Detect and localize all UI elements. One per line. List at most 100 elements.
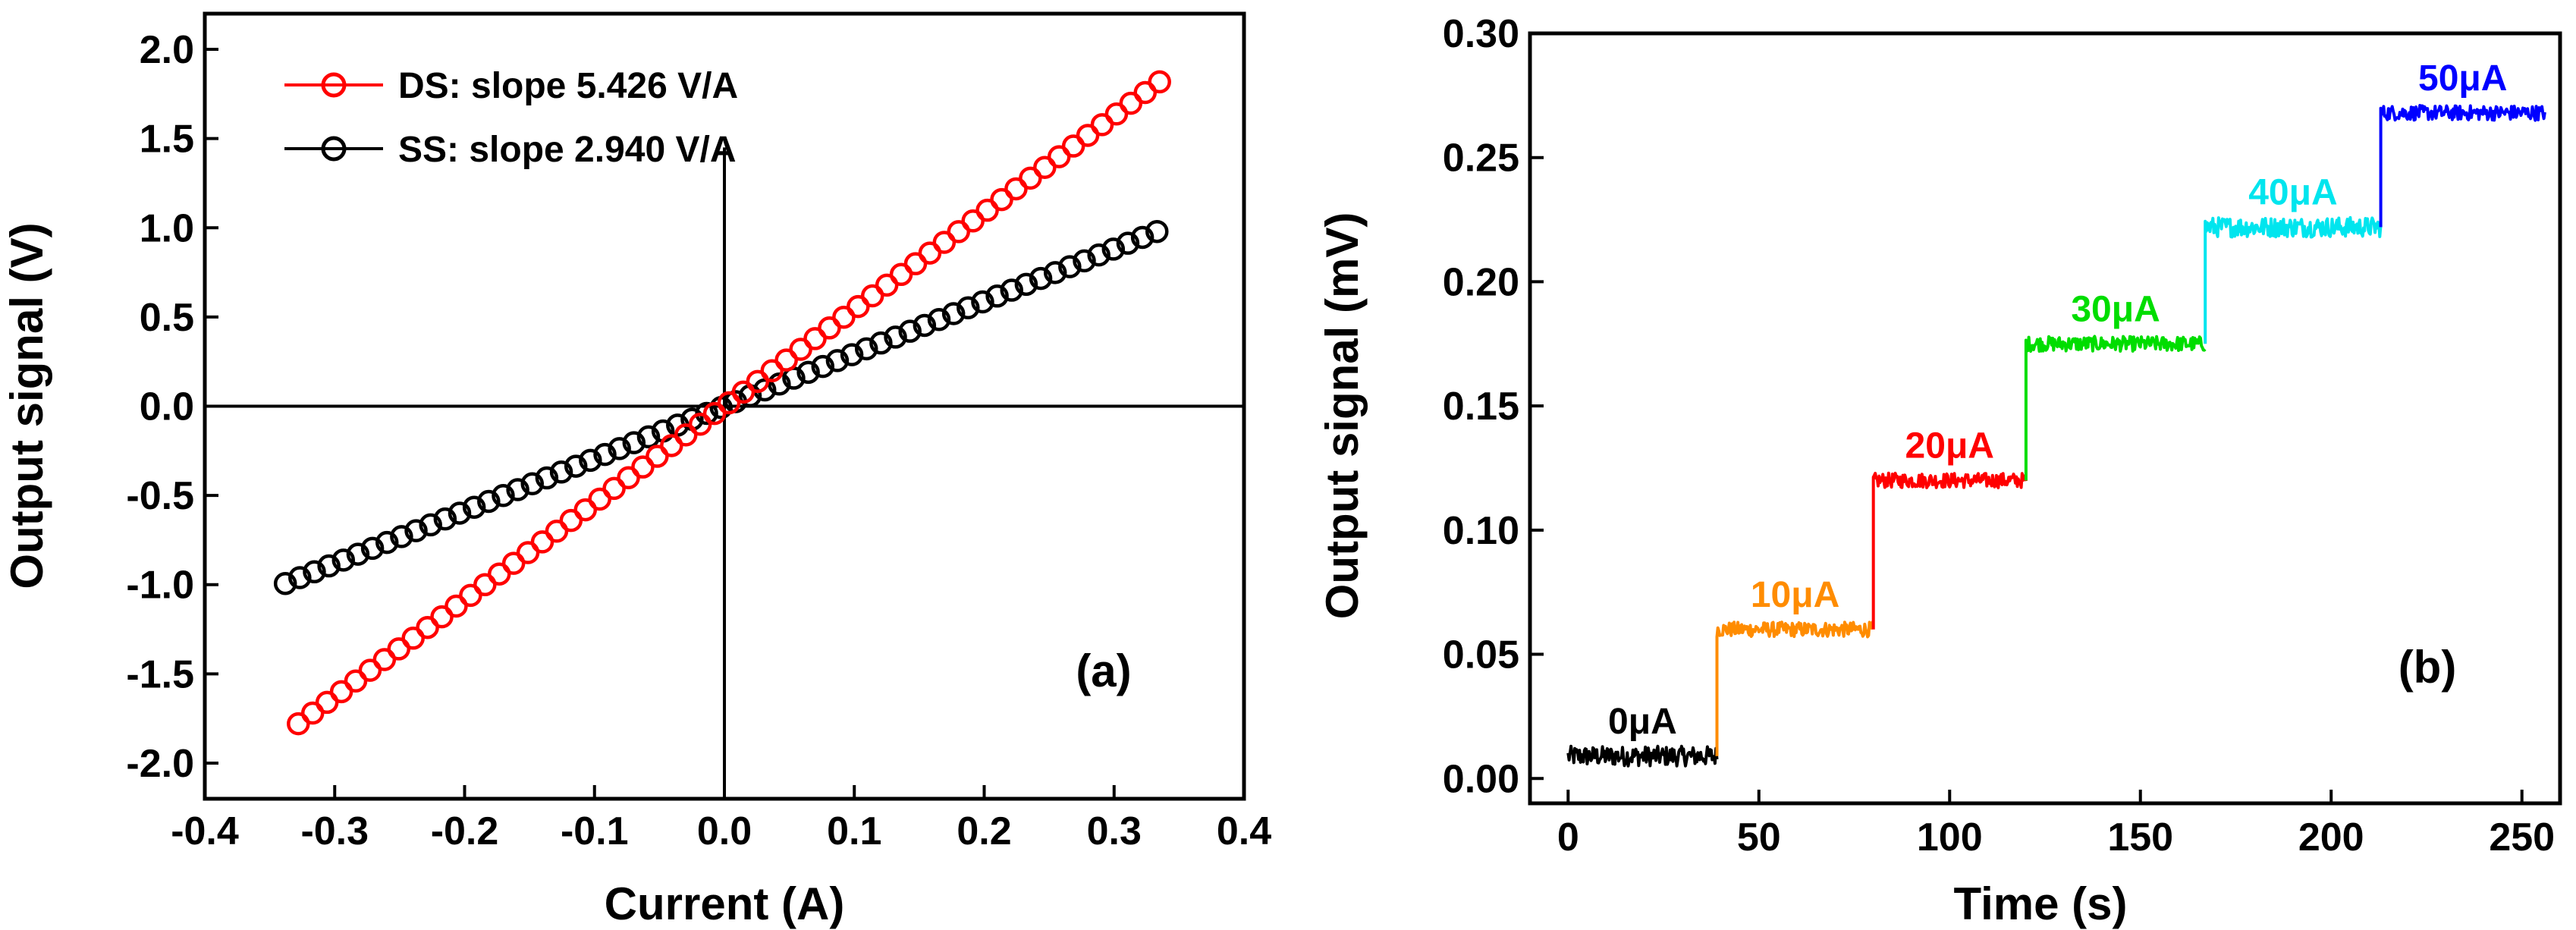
panel-a-legend: DS: slope 5.426 V/A SS: slope 2.940 V/A: [284, 66, 738, 170]
data-point: [344, 669, 368, 693]
y-tick-label: 0.20: [1443, 260, 1519, 304]
data-point: [961, 209, 985, 233]
data-point: [622, 431, 646, 454]
data-point: [674, 423, 698, 447]
data-point: [288, 566, 312, 589]
data-point: [564, 454, 588, 478]
x-tick-label: 0.2: [957, 809, 1011, 853]
data-point: [860, 284, 884, 308]
data-point: [811, 354, 835, 379]
data-point: [1029, 266, 1053, 291]
data-point: [957, 296, 980, 320]
data-point: [1076, 124, 1100, 147]
data-point: [760, 359, 784, 382]
data-point: [702, 401, 727, 426]
data-point: [1090, 113, 1114, 137]
data-point: [840, 343, 864, 366]
data-point: [768, 372, 791, 396]
x-tick-label: 150: [2107, 815, 2173, 859]
x-tick-label: 250: [2489, 815, 2555, 859]
data-point: [1014, 272, 1038, 297]
data-point: [636, 425, 661, 449]
data-point: [492, 483, 515, 507]
data-point: [372, 648, 397, 671]
data-point: [985, 284, 1009, 308]
data-point: [545, 520, 569, 543]
data-point: [617, 466, 640, 490]
data-point: [315, 690, 339, 715]
step-label: 50μA: [2418, 58, 2507, 99]
data-point: [273, 572, 297, 595]
y-tick-label: -1.5: [126, 652, 194, 696]
data-point: [869, 331, 893, 355]
data-point: [387, 637, 411, 661]
y-tick-label: 0.30: [1443, 12, 1519, 56]
data-point: [358, 658, 382, 682]
data-point: [430, 605, 454, 629]
panel-b-xlabel: Time (s): [1954, 878, 2128, 929]
y-tick-label: 1.0: [140, 206, 194, 250]
data-point: [731, 380, 756, 404]
data-point: [889, 262, 913, 287]
x-tick-label: -0.4: [171, 809, 239, 853]
data-point: [404, 519, 428, 542]
data-point: [477, 489, 501, 514]
data-point: [487, 562, 511, 586]
data-point: [854, 337, 878, 361]
step-label: 10μA: [1751, 575, 1839, 615]
panel-b-label: (b): [2399, 642, 2457, 693]
data-point: [1061, 134, 1085, 158]
data-point: [1148, 70, 1171, 94]
data-point: [717, 391, 741, 415]
step-trace: [1871, 471, 2028, 630]
data-point: [971, 290, 994, 314]
data-point: [433, 507, 457, 531]
x-tick-label: -0.1: [561, 809, 629, 853]
data-point: [932, 231, 957, 254]
x-tick-label: 50: [1737, 815, 1781, 859]
panel-a-data: [273, 70, 1171, 736]
data-point: [1119, 91, 1143, 115]
data-point: [593, 442, 617, 467]
legend-label: DS: slope 5.426 V/A: [398, 66, 738, 106]
panel-a-xlabel: Current (A): [605, 878, 845, 929]
x-tick-label: 100: [1917, 815, 1983, 859]
x-tick-label: -0.3: [300, 809, 369, 853]
data-point: [688, 412, 712, 436]
step-trace: [2204, 215, 2383, 344]
data-point: [875, 273, 899, 297]
x-tick-label: 0.1: [827, 809, 881, 853]
data-point: [329, 680, 353, 704]
x-tick-label: 200: [2298, 815, 2364, 859]
data-point: [746, 369, 770, 394]
data-point: [530, 530, 554, 554]
panel-a-ylabel: Output signal (V): [2, 222, 52, 589]
x-tick-label: 0.3: [1087, 809, 1142, 853]
data-point: [300, 701, 325, 725]
panel-b-step-labels: 0μA 10μA 20μA 30μA 40μA 50μA: [1608, 58, 2507, 742]
x-tick-label: -0.2: [431, 809, 499, 853]
y-tick-label: 0.15: [1443, 385, 1519, 429]
data-point: [947, 220, 971, 243]
panel-a-zero-lines: [205, 147, 1244, 799]
data-point: [646, 445, 669, 468]
data-point: [317, 554, 341, 578]
step-trace: [1566, 744, 1719, 768]
data-point: [346, 542, 370, 566]
panel-b-ticks: 0 50 100 150 200 250 0.00 0.05 0.10 0.15 0.20 0.25 0…: [1443, 12, 2555, 859]
data-point: [825, 349, 850, 372]
data-point: [847, 294, 870, 319]
y-tick-label: 0.10: [1443, 509, 1519, 553]
data-point: [1047, 145, 1071, 168]
data-point: [918, 241, 942, 265]
data-point: [1130, 225, 1154, 250]
data-point: [1004, 177, 1028, 201]
data-point: [559, 508, 583, 533]
data-point: [1000, 278, 1023, 302]
data-point: [903, 252, 928, 275]
data-point: [448, 501, 472, 525]
data-point: [1058, 255, 1082, 278]
data-point: [774, 348, 798, 372]
data-point: [884, 325, 907, 349]
data-point: [990, 187, 1013, 212]
